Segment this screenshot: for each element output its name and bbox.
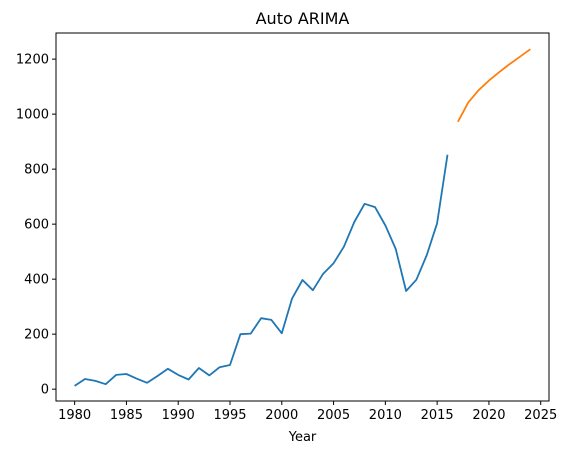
y-tick-label: 400 bbox=[24, 273, 49, 288]
x-axis-label: Year bbox=[288, 430, 317, 445]
x-tick-label: 1995 bbox=[213, 408, 246, 423]
x-tick-label: 2025 bbox=[524, 408, 557, 423]
x-axis-ticks: 1980 1985 1990 1995 2000 2005 2010 2015 2020 2025 bbox=[58, 401, 557, 423]
y-axis-ticks: 0 200 400 600 800 1000 1200 bbox=[16, 53, 56, 398]
x-tick-label: 2010 bbox=[369, 408, 402, 423]
x-tick-label: 1980 bbox=[58, 408, 91, 423]
x-tick-label: 1990 bbox=[162, 408, 195, 423]
x-tick-label: 2005 bbox=[317, 408, 350, 423]
y-tick-label: 1200 bbox=[16, 53, 49, 68]
series-line-forecast bbox=[458, 49, 531, 122]
y-tick-label: 0 bbox=[41, 383, 49, 398]
series-line-observed bbox=[75, 155, 448, 386]
y-tick-label: 600 bbox=[24, 218, 49, 233]
plot-frame bbox=[56, 33, 549, 401]
y-tick-label: 200 bbox=[24, 328, 49, 343]
x-tick-label: 2020 bbox=[472, 408, 505, 423]
x-tick-label: 1985 bbox=[110, 408, 143, 423]
chart-title: Auto ARIMA bbox=[256, 9, 350, 28]
plot-lines bbox=[75, 49, 531, 386]
x-tick-label: 2000 bbox=[265, 408, 298, 423]
x-tick-label: 2015 bbox=[421, 408, 454, 423]
y-tick-label: 800 bbox=[24, 163, 49, 178]
y-tick-label: 1000 bbox=[16, 108, 49, 123]
